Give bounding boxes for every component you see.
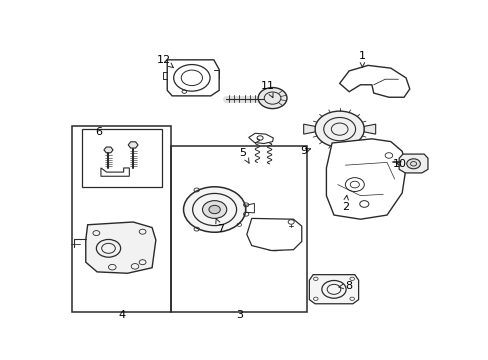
Polygon shape (128, 142, 138, 148)
Circle shape (314, 111, 364, 147)
Circle shape (406, 159, 420, 169)
Text: 2: 2 (341, 195, 348, 212)
Polygon shape (309, 275, 358, 304)
Polygon shape (364, 124, 375, 134)
Polygon shape (398, 154, 427, 173)
Polygon shape (339, 66, 409, 97)
Circle shape (202, 201, 226, 219)
Text: 10: 10 (392, 159, 407, 169)
Polygon shape (104, 147, 113, 153)
Bar (82, 129, 161, 187)
Text: 8: 8 (338, 281, 352, 291)
Circle shape (258, 87, 286, 109)
Text: 5: 5 (239, 148, 248, 163)
Bar (72, 126, 171, 312)
Text: 7: 7 (215, 219, 224, 234)
Polygon shape (85, 222, 156, 273)
Text: 3: 3 (235, 310, 242, 320)
Text: 4: 4 (118, 310, 125, 320)
Text: 6: 6 (95, 127, 102, 138)
Bar (171, 146, 307, 312)
Polygon shape (167, 60, 219, 96)
Circle shape (269, 233, 280, 241)
Polygon shape (303, 124, 314, 134)
Text: 9: 9 (300, 146, 310, 156)
Circle shape (208, 205, 220, 214)
Polygon shape (246, 219, 301, 251)
Text: 1: 1 (358, 51, 365, 67)
Text: 12: 12 (156, 55, 173, 68)
Text: 11: 11 (260, 81, 274, 98)
Polygon shape (326, 139, 405, 219)
Circle shape (183, 187, 245, 232)
Circle shape (257, 224, 293, 251)
